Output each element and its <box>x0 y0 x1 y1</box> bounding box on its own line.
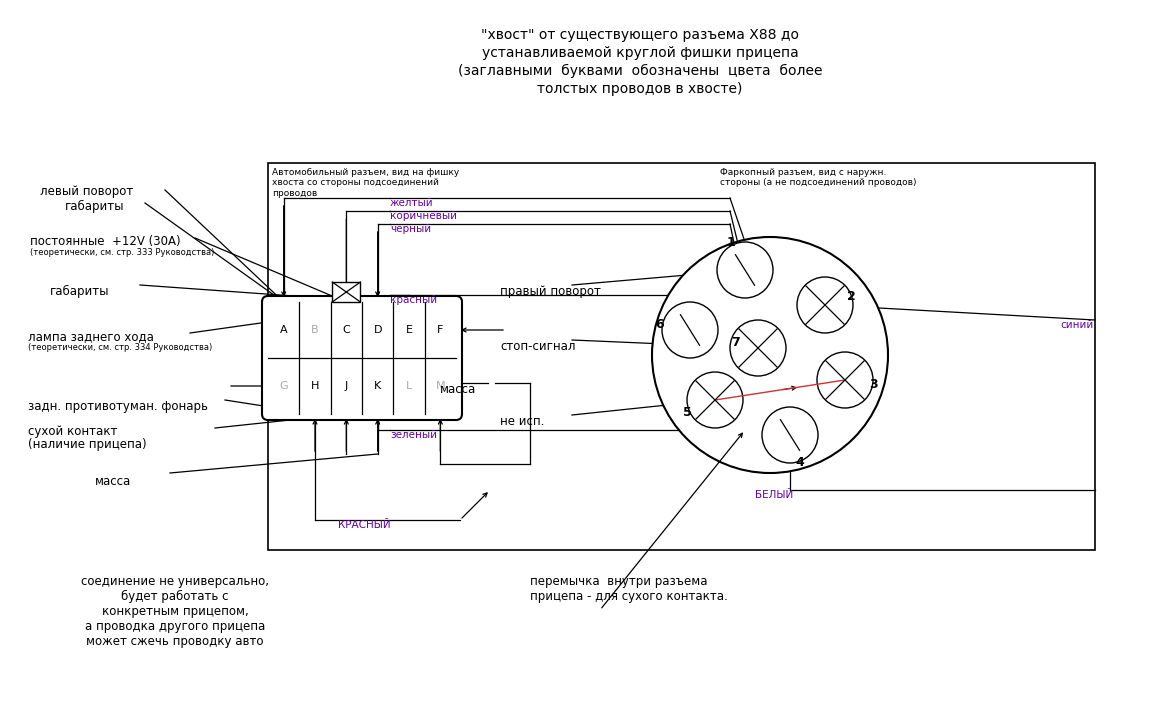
Text: D: D <box>373 325 382 335</box>
Text: БЕЛЫЙ: БЕЛЫЙ <box>756 490 793 500</box>
Text: синий: синий <box>1060 320 1094 330</box>
Text: желтый: желтый <box>389 198 434 208</box>
Text: постоянные  +12V (30A): постоянные +12V (30A) <box>30 235 181 248</box>
Circle shape <box>730 320 786 376</box>
Text: соединение не универсально,
будет работать с
конкретным прицепом,
а проводка дру: соединение не универсально, будет работа… <box>80 575 269 648</box>
Circle shape <box>717 242 773 298</box>
Text: правый поворот: правый поворот <box>500 285 600 298</box>
Text: 7: 7 <box>731 336 740 349</box>
Bar <box>268 163 1095 550</box>
Text: черный: черный <box>389 224 431 234</box>
Text: H: H <box>311 381 319 391</box>
Text: красный: красный <box>389 295 437 305</box>
Circle shape <box>763 407 819 463</box>
Circle shape <box>652 237 888 473</box>
Text: толстых проводов в хвосте): толстых проводов в хвосте) <box>538 82 743 96</box>
Text: F: F <box>437 325 443 335</box>
Text: 1: 1 <box>726 236 736 249</box>
Text: "хвост" от существующего разъема X88 до: "хвост" от существующего разъема X88 до <box>482 28 799 42</box>
Text: Фаркопный разъем, вид с наружн.
стороны (а не подсоединений проводов): Фаркопный разъем, вид с наружн. стороны … <box>719 168 916 187</box>
Text: зеленый: зеленый <box>389 430 437 440</box>
Text: габариты: габариты <box>50 285 110 298</box>
FancyBboxPatch shape <box>262 296 462 420</box>
Text: лампа заднего хода: лампа заднего хода <box>28 330 154 343</box>
Circle shape <box>798 277 854 333</box>
Text: E: E <box>406 325 413 335</box>
Text: J: J <box>345 381 347 391</box>
Text: стоп-сигнал: стоп-сигнал <box>500 340 576 353</box>
Text: 6: 6 <box>655 319 665 332</box>
Text: 3: 3 <box>869 379 877 391</box>
Text: коричневый: коричневый <box>389 211 457 221</box>
Text: K: K <box>374 381 381 391</box>
Text: 5: 5 <box>682 406 691 419</box>
Text: L: L <box>406 381 412 391</box>
Text: устанавливаемой круглой фишки прицепа: устанавливаемой круглой фишки прицепа <box>482 46 799 60</box>
Text: масса: масса <box>440 383 476 396</box>
Text: B: B <box>311 325 318 335</box>
Text: габариты: габариты <box>65 200 125 213</box>
Text: M: M <box>436 381 445 391</box>
Text: масса: масса <box>94 475 132 488</box>
Text: задн. противотуман. фонарь: задн. противотуман. фонарь <box>28 400 208 413</box>
Text: левый поворот: левый поворот <box>40 185 133 198</box>
Text: не исп.: не исп. <box>500 415 545 428</box>
Text: A: A <box>280 325 288 335</box>
Text: (теоретически, см. стр. 333 Руководства): (теоретически, см. стр. 333 Руководства) <box>30 248 215 257</box>
Text: (наличие прицепа): (наличие прицепа) <box>28 438 147 451</box>
Text: (теоретически, см. стр. 334 Руководства): (теоретически, см. стр. 334 Руководства) <box>28 343 212 352</box>
Circle shape <box>662 302 718 358</box>
Text: C: C <box>343 325 350 335</box>
Text: (заглавными  буквами  обозначены  цвета  более: (заглавными буквами обозначены цвета бол… <box>458 64 822 78</box>
Text: 2: 2 <box>847 291 856 304</box>
Text: сухой контакт: сухой контакт <box>28 425 118 438</box>
Bar <box>332 282 360 302</box>
Text: КРАСНЫЙ: КРАСНЫЙ <box>338 520 391 530</box>
Text: Автомобильный разъем, вид на фишку
хвоста со стороны подсоединений
проводов: Автомобильный разъем, вид на фишку хвост… <box>272 168 459 198</box>
Circle shape <box>817 352 873 408</box>
Text: G: G <box>280 381 288 391</box>
Text: перемычка  внутри разъема
прицепа - для сухого контакта.: перемычка внутри разъема прицепа - для с… <box>531 575 728 603</box>
Circle shape <box>687 372 743 428</box>
Text: 4: 4 <box>795 456 805 469</box>
